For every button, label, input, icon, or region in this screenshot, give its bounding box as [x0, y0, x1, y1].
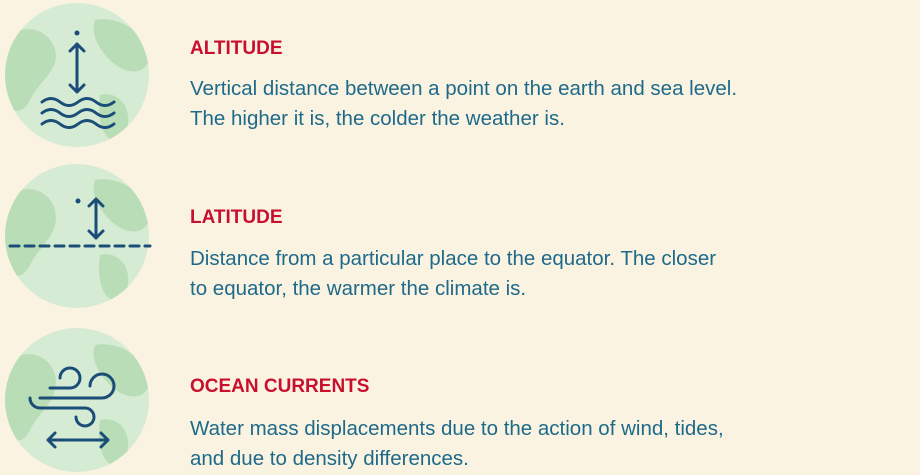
ocean-currents-icon: [5, 328, 149, 472]
item-description: and due to density differences.: [190, 447, 469, 470]
item-description: Distance from a particular place to the …: [190, 247, 716, 270]
item-title: LATITUDE: [190, 207, 283, 228]
latitude-icon: [5, 164, 152, 308]
altitude-icon: [5, 3, 149, 147]
item-title: OCEAN CURRENTS: [190, 376, 369, 397]
item-description: to equator, the warmer the climate is.: [190, 277, 526, 300]
item-title: ALTITUDE: [190, 38, 283, 59]
item-description: Water mass displacements due to the acti…: [190, 417, 724, 440]
item-description: Vertical distance between a point on the…: [190, 77, 737, 100]
item-description: The higher it is, the colder the weather…: [190, 107, 565, 130]
